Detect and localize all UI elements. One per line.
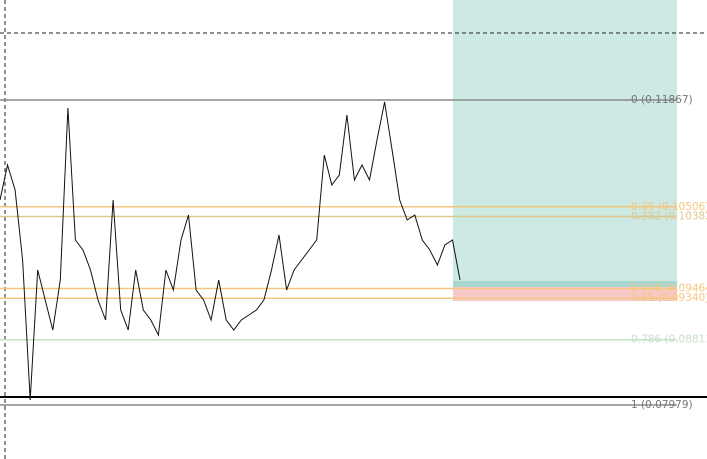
- fib-label: 1 (0.07979): [631, 399, 693, 411]
- price-line: [0, 101, 461, 401]
- target-zone: [453, 0, 677, 285]
- fib-label: 0.618 (0.09464): [631, 283, 707, 295]
- fib-label: 0.65 (0.09340): [631, 292, 707, 304]
- entry-band: [453, 281, 677, 287]
- fib-label: 0.35 (0.10506): [631, 201, 707, 213]
- fib-label: 0.382 (0.10382): [631, 210, 707, 222]
- fib-label: 0 (0.11867): [631, 94, 693, 106]
